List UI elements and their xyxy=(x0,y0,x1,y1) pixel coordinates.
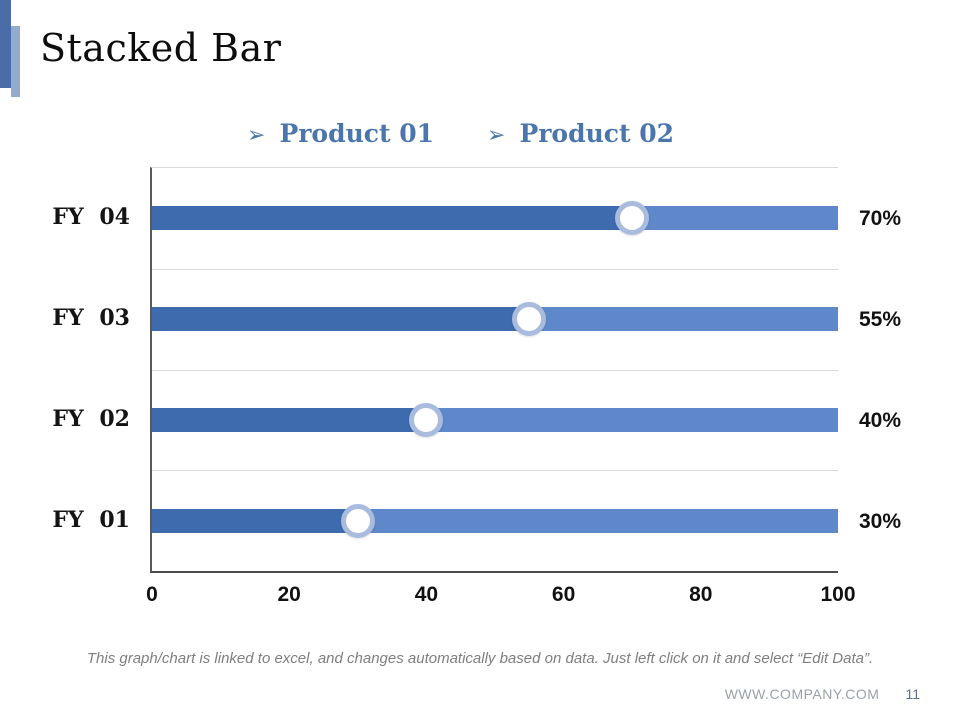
footer-note: This graph/chart is linked to excel, and… xyxy=(86,650,874,667)
stacked-bar xyxy=(152,206,838,231)
x-axis-tick-label: 80 xyxy=(689,583,713,606)
x-axis: 0 20 40 60 80 100 xyxy=(146,583,855,609)
legend-label: Product 02 xyxy=(519,119,675,148)
chart-row: FY 03 55% xyxy=(52,269,901,370)
gridline xyxy=(152,369,838,371)
bar-segment-product-01 xyxy=(152,307,530,332)
bar-segment-product-02 xyxy=(357,508,838,533)
page-number: 11 xyxy=(905,686,920,702)
bottom-bar: WWW.COMPANY.COM 11 xyxy=(725,686,920,702)
category-label: FY 03 xyxy=(52,305,130,332)
bar-segment-product-01 xyxy=(152,206,633,231)
website-text: WWW.COMPANY.COM xyxy=(724,686,880,702)
x-axis-tick-label: 20 xyxy=(277,583,301,606)
chart-row: FY 02 40% xyxy=(52,370,901,471)
stacked-bar xyxy=(152,508,838,533)
legend-item-product-01: ➢ Product 01 xyxy=(247,119,434,148)
x-axis-tick-label: 40 xyxy=(414,583,439,606)
accent-bar-dark xyxy=(0,0,11,88)
bar-segment-product-02 xyxy=(426,407,838,432)
bar-segment-product-01 xyxy=(152,508,358,533)
gridline xyxy=(152,470,838,472)
accent-bar-light xyxy=(11,26,20,97)
circle-marker xyxy=(512,302,547,337)
arrowhead-bullet-icon: ➢ xyxy=(247,123,266,148)
category-label: FY 01 xyxy=(52,506,130,533)
legend-label: Product 01 xyxy=(279,119,435,148)
circle-marker xyxy=(409,402,444,437)
bar-segment-product-01 xyxy=(152,407,427,432)
chart-row: FY 04 70% xyxy=(52,168,901,269)
bar-segment-product-02 xyxy=(529,307,838,332)
arrowhead-bullet-icon: ➢ xyxy=(487,123,506,148)
category-label: FY 02 xyxy=(52,405,130,432)
stacked-bar xyxy=(152,307,838,332)
circle-marker xyxy=(615,201,650,236)
data-label: 55% xyxy=(859,308,902,332)
page-title: Stacked Bar xyxy=(40,26,282,70)
chart-row: FY 01 30% xyxy=(52,470,901,571)
data-label: 70% xyxy=(859,207,902,231)
stacked-bar xyxy=(152,407,838,432)
gridline xyxy=(152,268,838,270)
x-axis-tick-label: 100 xyxy=(820,583,856,606)
chart-plot-area[interactable]: FY 04 70% FY 03 55% FY 02 40% FY 01 30% 0 20 40 60 8… xyxy=(52,167,901,606)
data-label: 40% xyxy=(859,408,902,432)
bar-segment-product-02 xyxy=(632,206,838,231)
category-label: FY 04 xyxy=(52,204,130,231)
x-axis-tick-label: 60 xyxy=(551,583,576,606)
data-label: 30% xyxy=(859,509,902,533)
circle-marker xyxy=(340,503,375,538)
x-axis-tick-label: 0 xyxy=(146,583,158,606)
legend-item-product-02: ➢ Product 02 xyxy=(487,119,674,148)
